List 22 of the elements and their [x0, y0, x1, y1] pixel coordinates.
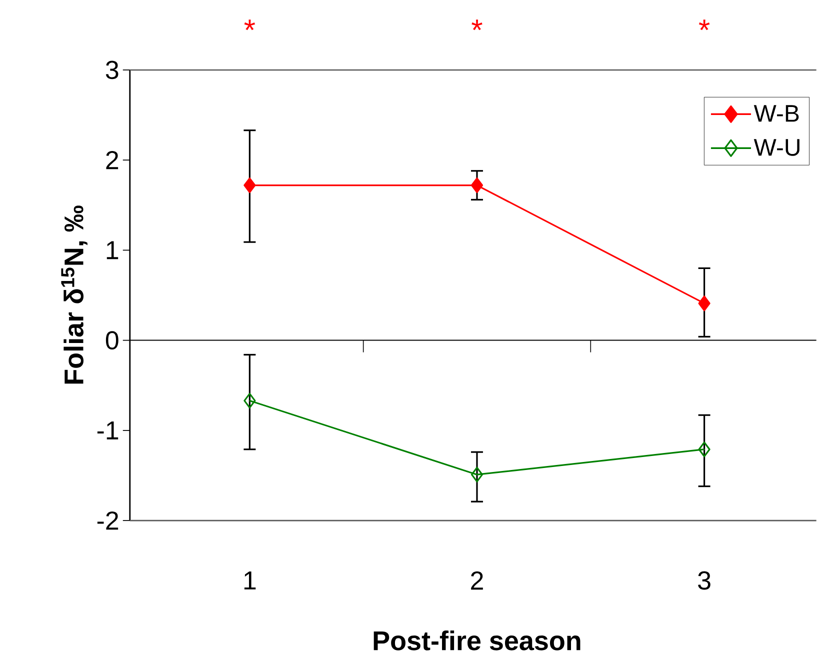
x-tick-label: 3 — [698, 571, 710, 590]
point — [470, 177, 484, 193]
legend-label: W-B — [754, 104, 799, 122]
point — [244, 392, 256, 408]
point — [698, 441, 710, 457]
point — [698, 295, 710, 311]
text: * — [472, 19, 482, 30]
y-tick-label: 3 — [106, 60, 118, 79]
y-tick-label: 0 — [106, 330, 118, 350]
text: * — [244, 19, 256, 30]
x-tick-label: 2 — [471, 571, 483, 590]
y-axis-title: Foliar δ$^{15}$N, ‰ — [61, 205, 88, 384]
point — [244, 177, 256, 193]
y-tick-label: -2 — [97, 511, 118, 530]
y-tick-label: 2 — [106, 150, 118, 169]
y-tick-label: 1 — [106, 241, 118, 259]
y-tick-label: -1 — [97, 421, 118, 440]
legend-label: W-U — [754, 138, 800, 156]
text: * — [698, 19, 710, 30]
point — [470, 466, 484, 482]
x-axis-title: Post-fire season — [374, 630, 580, 650]
x-tick-label: 1 — [244, 571, 256, 590]
